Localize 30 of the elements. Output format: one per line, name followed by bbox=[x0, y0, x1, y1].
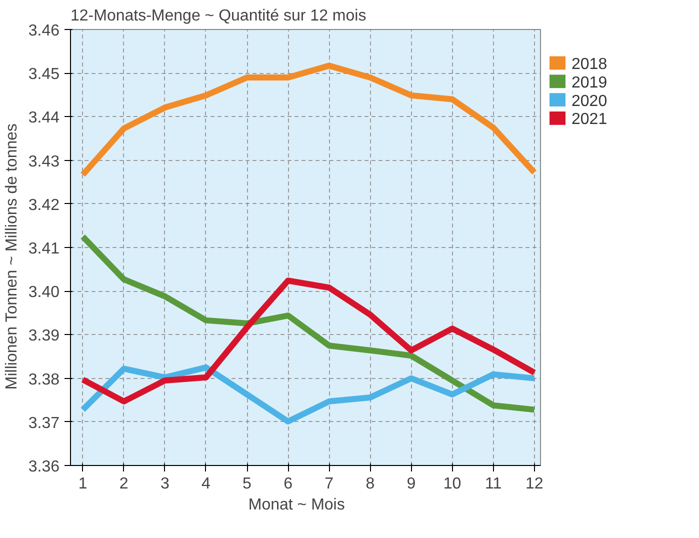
x-tick-label: 3 bbox=[160, 476, 170, 492]
x-axis-title: Monat ~ Mois bbox=[248, 496, 345, 514]
y-tick-label: 3.37 bbox=[28, 414, 60, 432]
chart-title: 12-Monats-Menge ~ Quantité sur 12 mois bbox=[70, 8, 366, 24]
x-tick-label: 10 bbox=[443, 476, 462, 492]
x-tick-label: 1 bbox=[78, 476, 88, 492]
x-tick-label: 6 bbox=[284, 476, 293, 492]
x-tick-label: 4 bbox=[202, 476, 211, 492]
x-tick-label: 7 bbox=[324, 476, 334, 492]
legend-label: 2019 bbox=[572, 74, 608, 92]
x-tick-label: 11 bbox=[484, 476, 502, 492]
y-tick-label: 3.44 bbox=[28, 110, 60, 127]
legend-label: 2020 bbox=[572, 92, 608, 110]
x-tick-label: 2 bbox=[119, 476, 128, 492]
y-tick-label: 3.36 bbox=[28, 458, 60, 476]
y-tick-label: 3.43 bbox=[28, 153, 60, 170]
x-tick-label: 8 bbox=[366, 476, 375, 492]
x-tick-label: 9 bbox=[406, 476, 416, 492]
y-axis-title: Millionen Tonnen ~ Millions de tonnes bbox=[3, 123, 20, 390]
y-tick-label: 3.38 bbox=[28, 371, 60, 388]
y-tick-label: 3.40 bbox=[28, 284, 60, 302]
legend-label: 2018 bbox=[572, 56, 608, 73]
y-tick-label: 3.42 bbox=[28, 196, 60, 214]
y-tick-label: 3.41 bbox=[28, 240, 60, 258]
x-tick-label: 12 bbox=[525, 476, 544, 492]
y-tick-label: 3.46 bbox=[28, 22, 60, 40]
y-tick-label: 3.39 bbox=[28, 328, 60, 345]
y-tick-label: 3.45 bbox=[28, 66, 60, 84]
legend-label: 2021 bbox=[572, 111, 608, 128]
x-tick-label: 5 bbox=[242, 476, 252, 492]
